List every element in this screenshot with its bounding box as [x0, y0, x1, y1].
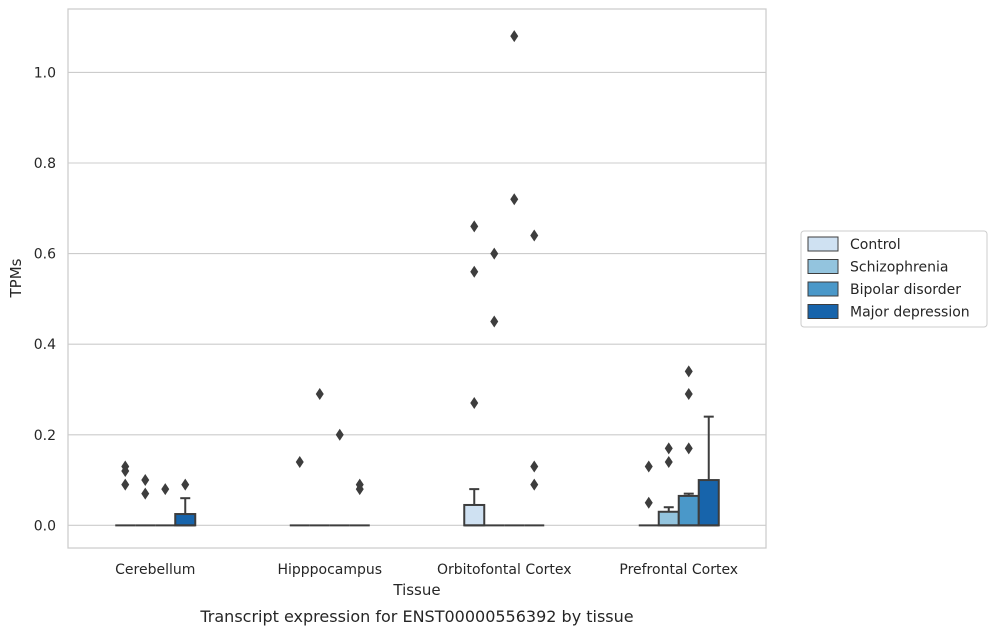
y-tick-label: 0.6: [34, 247, 56, 263]
x-tick-label: Cerebellum: [115, 562, 195, 578]
outlier-point: [295, 455, 304, 468]
box-major-depression: [697, 415, 720, 527]
outlier-point: [664, 455, 673, 468]
legend-label: Schizophrenia: [850, 260, 948, 276]
x-tick-label: Orbitofontal Cortex: [437, 562, 572, 578]
y-tick-label: 0.4: [34, 337, 56, 353]
box-major-depression: [174, 478, 197, 527]
outlier-point: [470, 220, 479, 233]
x-tick-label: Prefrontal Cortex: [619, 562, 738, 578]
outlier-point: [315, 388, 324, 400]
outlier-point: [141, 487, 150, 500]
box-schizophrenia: [135, 474, 156, 527]
outlier-point: [161, 483, 170, 496]
box-body: [677, 494, 700, 527]
outlier-point: [644, 496, 653, 509]
outlier-point: [335, 428, 344, 441]
outlier-point: [490, 315, 499, 328]
x-tick-labels: Cerebellum Hipppocampus Orbitofontal Corte…: [115, 562, 738, 578]
outlier-point: [141, 474, 150, 487]
box-schizophrenia: [657, 442, 680, 527]
outlier-point: [684, 442, 693, 455]
outlier-point: [181, 478, 190, 491]
legend-swatch: [807, 236, 839, 252]
box-body: [697, 479, 720, 527]
box-body: [463, 503, 486, 527]
box-bipolar-disorder: [329, 428, 350, 527]
y-axis-title: TPMs: [7, 258, 25, 298]
plot-frame: [67, 8, 767, 549]
outlier-point: [470, 397, 479, 410]
box-schizophrenia: [309, 388, 330, 527]
outlier-point: [510, 30, 519, 43]
plot-background: [68, 9, 766, 548]
outlier-point: [510, 193, 519, 206]
y-tick-label: 0.2: [34, 428, 56, 444]
box-control: [289, 455, 310, 527]
outlier-point: [470, 265, 479, 278]
outlier-point: [664, 442, 673, 455]
outlier-point: [530, 478, 539, 491]
outlier-point: [644, 460, 653, 473]
box-bipolar-disorder: [677, 365, 700, 527]
legend-swatch: [807, 304, 839, 319]
outlier-point: [684, 365, 693, 378]
legend-frame: [800, 230, 988, 328]
box-bipolar-disorder: [155, 483, 176, 527]
outlier-point: [530, 460, 539, 473]
legend-label: Bipolar disorder: [850, 282, 961, 298]
box-control: [463, 220, 486, 527]
box-schizophrenia: [484, 247, 505, 527]
y-tick-label: 0.0: [34, 518, 56, 534]
boxes: [115, 30, 720, 527]
legend-label: Control: [850, 237, 901, 253]
box-major-depression: [349, 478, 370, 527]
box-control: [115, 460, 136, 527]
y-tick-labels: 0.0 0.2 0.4 0.6 0.8 1.0: [34, 65, 56, 534]
outlier-point: [530, 229, 539, 242]
outlier-point: [684, 388, 693, 400]
box-major-depression: [524, 229, 545, 527]
outlier-point: [355, 483, 364, 496]
y-tick-label: 0.8: [34, 156, 56, 172]
legend-swatch: [807, 281, 839, 297]
box-control: [638, 460, 659, 527]
legend-swatch: [807, 259, 839, 274]
outlier-point: [121, 478, 130, 491]
outlier-point: [490, 247, 499, 260]
x-tick-label: Hipppocampus: [277, 562, 382, 578]
legend-label: Major depression: [850, 305, 970, 321]
legend: Control Schizophrenia Bipolar disorder Majo…: [800, 230, 988, 328]
y-tick-label: 1.0: [34, 65, 56, 81]
box-body: [657, 510, 680, 527]
outlier-point: [121, 465, 130, 477]
box-body: [174, 513, 197, 527]
box-bipolar-disorder: [504, 30, 525, 527]
chart-caption: Transcript expression for ENST0000055639…: [199, 607, 633, 626]
x-axis-title: Tissue: [392, 581, 440, 599]
